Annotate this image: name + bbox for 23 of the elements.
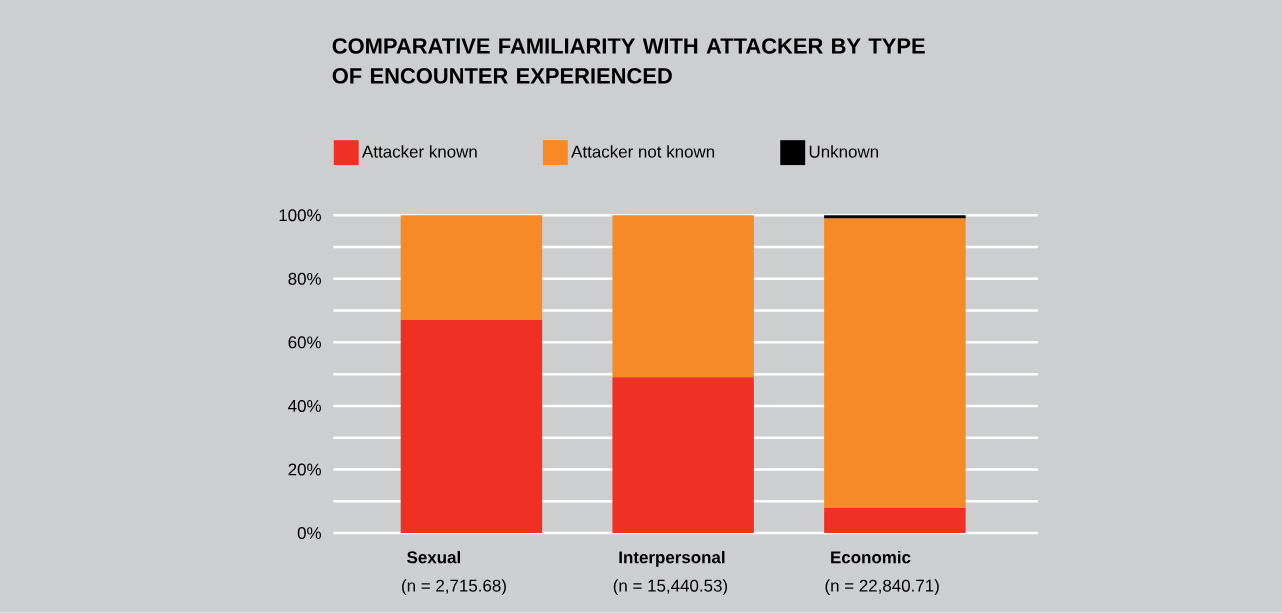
x-tick-label: Sexual	[407, 551, 460, 564]
y-tick-label: 0%	[297, 527, 321, 540]
x-tick-label: Interpersonal	[619, 551, 725, 567]
bar	[824, 215, 966, 219]
bar	[400, 215, 543, 321]
legend-label: Attacker known	[362, 145, 477, 158]
text: (n = 22,840.71)	[825, 579, 939, 596]
y-tick-label: 40%	[288, 400, 321, 413]
legend-label: Unknown	[809, 145, 878, 158]
y-tick-label: 60%	[288, 336, 321, 349]
bar	[824, 218, 966, 508]
bar	[400, 320, 543, 534]
bar	[824, 507, 966, 534]
x-tick-label: Economic	[831, 551, 911, 564]
legend-label: Attacker not known	[571, 145, 715, 158]
chart-title: COMPARATIVE FAMILIARITY WITH ATTACKER BY TYPE OF ENCOUNTER EXPERIENCED	[332, 38, 925, 84]
y-tick-label: 100%	[279, 209, 321, 222]
bar	[612, 377, 754, 534]
text: (n = 2,715.68)	[402, 579, 506, 596]
y-tick-label: 20%	[288, 463, 321, 476]
bar	[612, 215, 754, 378]
y-tick-label: 80%	[288, 272, 321, 285]
text: (n = 15,440.53)	[613, 579, 728, 596]
